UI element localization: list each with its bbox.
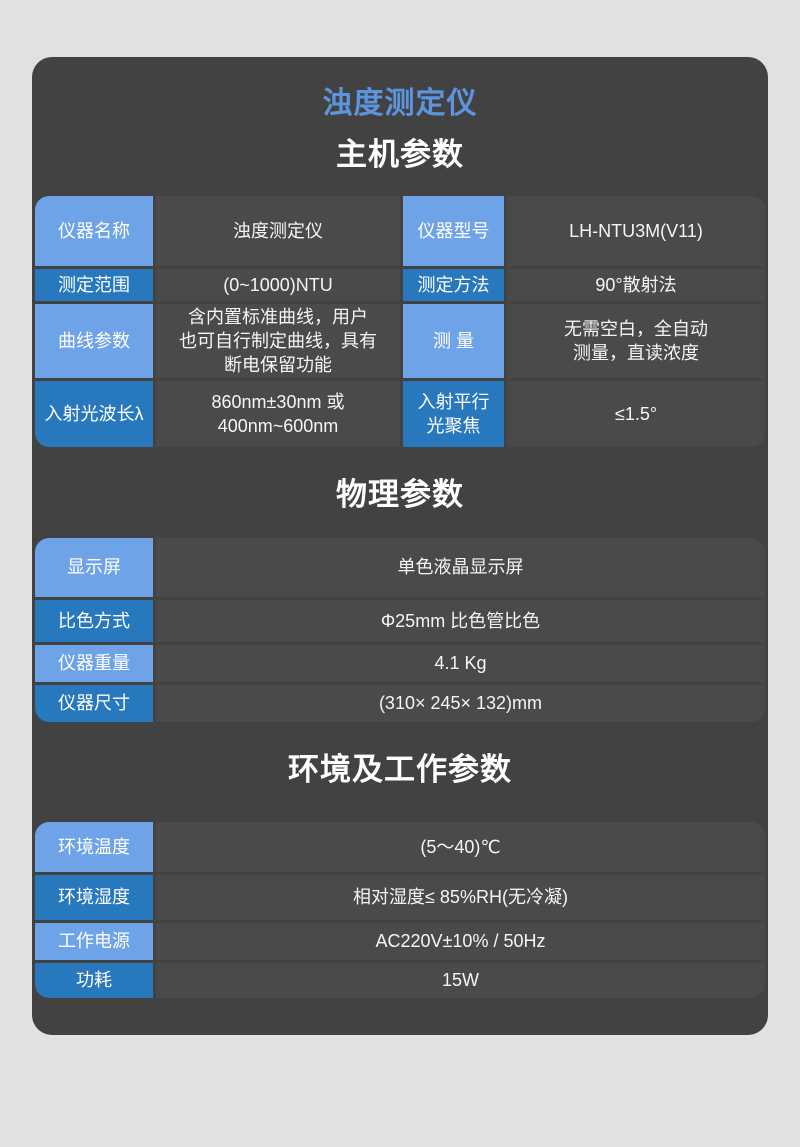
spec-sheet-card: 浊度测定仪 主机参数 仪器名称 浊度测定仪 仪器型号 LH-NTU3M(V11)…	[32, 57, 768, 1035]
spec-label: 入射光波长λ	[35, 381, 153, 447]
section-heading-main-params: 主机参数	[336, 137, 464, 172]
spec-value: Φ25mm 比色管比色	[156, 600, 765, 642]
spec-label: 测定方法	[403, 269, 504, 301]
spec-label: 仪器尺寸	[35, 685, 153, 722]
spec-label: 显示屏	[35, 538, 153, 597]
spec-value: 4.1 Kg	[156, 645, 765, 682]
page-title: 浊度测定仪	[322, 87, 478, 120]
spec-label: 环境温度	[35, 822, 153, 872]
spec-value: AC220V±10% / 50Hz	[156, 923, 765, 960]
spec-value: 90°散射法	[507, 269, 765, 301]
spec-label: 工作电源	[35, 923, 153, 960]
spec-label: 仪器重量	[35, 645, 153, 682]
spec-label: 比色方式	[35, 600, 153, 642]
spec-value: 含内置标准曲线，用户 也可自行制定曲线，具有 断电保留功能	[156, 304, 400, 378]
spec-value: (0~1000)NTU	[156, 269, 400, 301]
spec-value: 相对湿度≤ 85%RH(无冷凝)	[156, 875, 765, 920]
spec-label: 环境湿度	[35, 875, 153, 920]
spec-label: 仪器型号	[403, 196, 504, 266]
spec-label: 仪器名称	[35, 196, 153, 266]
spec-value: (310× 245× 132)mm	[156, 685, 765, 722]
section-heading-environment-params: 环境及工作参数	[288, 752, 512, 787]
spec-label: 测 量	[403, 304, 504, 378]
spec-label: 入射平行 光聚焦	[403, 381, 504, 447]
section-heading-physical-params: 物理参数	[336, 477, 464, 512]
spec-label: 功耗	[35, 963, 153, 998]
spec-value: 860nm±30nm 或 400nm~600nm	[156, 381, 400, 447]
physical-params-table: 显示屏 单色液晶显示屏 比色方式 Φ25mm 比色管比色 仪器重量 4.1 Kg…	[35, 538, 765, 722]
spec-value: LH-NTU3M(V11)	[507, 196, 765, 266]
spec-value: ≤1.5°	[507, 381, 765, 447]
spec-value: 无需空白，全自动 测量，直读浓度	[507, 304, 765, 378]
spec-value: 单色液晶显示屏	[156, 538, 765, 597]
environment-params-table: 环境温度 (5～40)℃ 环境湿度 相对湿度≤ 85%RH(无冷凝) 工作电源 …	[35, 822, 765, 998]
main-params-table: 仪器名称 浊度测定仪 仪器型号 LH-NTU3M(V11) 测定范围 (0~10…	[35, 196, 765, 447]
spec-label: 测定范围	[35, 269, 153, 301]
spec-value: (5～40)℃	[156, 822, 765, 872]
spec-label: 曲线参数	[35, 304, 153, 378]
spec-value: 15W	[156, 963, 765, 998]
spec-value: 浊度测定仪	[156, 196, 400, 266]
